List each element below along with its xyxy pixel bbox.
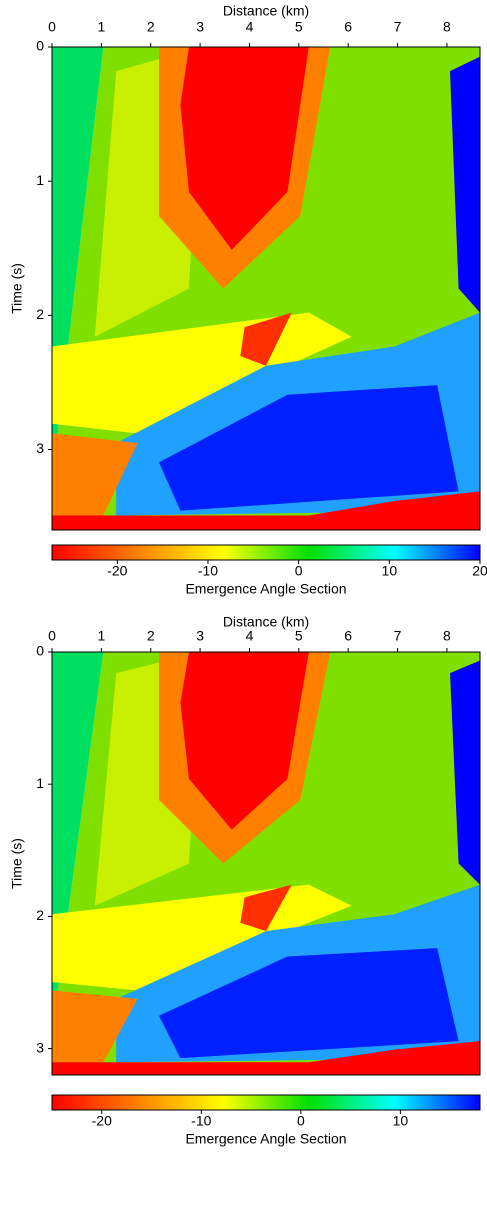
colorbar: [51, 544, 481, 561]
x-tick-label: 5: [295, 628, 303, 644]
x-axis-label: Distance (km): [223, 3, 309, 19]
plot-frame: [51, 651, 481, 1076]
x-tick-label: 1: [97, 19, 105, 35]
image-region: [240, 312, 292, 366]
x-tick-label: 5: [295, 19, 303, 35]
y-tick-label: 1: [36, 775, 44, 791]
y-axis-label: Time (s): [9, 838, 25, 889]
y-tick-label: 3: [36, 1039, 44, 1055]
image-region: [52, 433, 138, 516]
seismic-image: [52, 652, 480, 1075]
image-region: [180, 652, 309, 830]
y-axis-label: Time (s): [9, 263, 25, 314]
image-region: [52, 1041, 480, 1075]
image-region: [240, 884, 292, 932]
image-region: [180, 47, 309, 250]
image-region: [159, 385, 459, 511]
x-tick-label: 8: [443, 628, 451, 644]
x-tick-label: 0: [48, 628, 56, 644]
seismic-image: [52, 47, 480, 530]
x-tick-label: 1: [97, 628, 105, 644]
x-tick-label: 2: [147, 19, 155, 35]
x-tick-label: 3: [196, 628, 204, 644]
image-region: [159, 948, 459, 1059]
colorbar: [51, 1094, 481, 1111]
image-region: [450, 56, 480, 313]
y-tick-label: 2: [36, 907, 44, 923]
x-tick-label: 4: [246, 19, 254, 35]
colorbar-tick-label: 20: [472, 563, 487, 579]
y-tick-label: 3: [36, 440, 44, 456]
colorbar-tick-label: 0: [297, 1113, 305, 1129]
x-tick-label: 6: [344, 628, 352, 644]
plot-frame: [51, 46, 481, 531]
colorbar-tick-label: -10: [191, 1113, 211, 1129]
colorbar-tick-label: -10: [198, 563, 218, 579]
x-tick-label: 7: [394, 19, 402, 35]
y-tick-label: 0: [36, 643, 44, 659]
image-region: [52, 990, 138, 1063]
colorbar-tick-label: 0: [295, 563, 303, 579]
colorbar-tick-label: -20: [92, 1113, 112, 1129]
colorbar-tick-label: 10: [382, 563, 398, 579]
colorbar-tick-label: -20: [107, 563, 127, 579]
x-tick-label: 3: [196, 19, 204, 35]
colorbar-label: Emergence Angle Section: [185, 1131, 346, 1147]
x-axis-label: Distance (km): [223, 614, 309, 630]
x-tick-label: 4: [246, 628, 254, 644]
x-tick-label: 6: [344, 19, 352, 35]
y-tick-label: 0: [36, 38, 44, 54]
colorbar-tick-label: 10: [393, 1113, 409, 1129]
x-tick-label: 2: [147, 628, 155, 644]
x-tick-label: 7: [394, 628, 402, 644]
x-tick-label: 0: [48, 19, 56, 35]
y-tick-label: 2: [36, 306, 44, 322]
image-region: [52, 491, 480, 530]
colorbar-label: Emergence Angle Section: [185, 581, 346, 597]
x-tick-label: 8: [443, 19, 451, 35]
image-region: [450, 660, 480, 885]
y-tick-label: 1: [36, 172, 44, 188]
